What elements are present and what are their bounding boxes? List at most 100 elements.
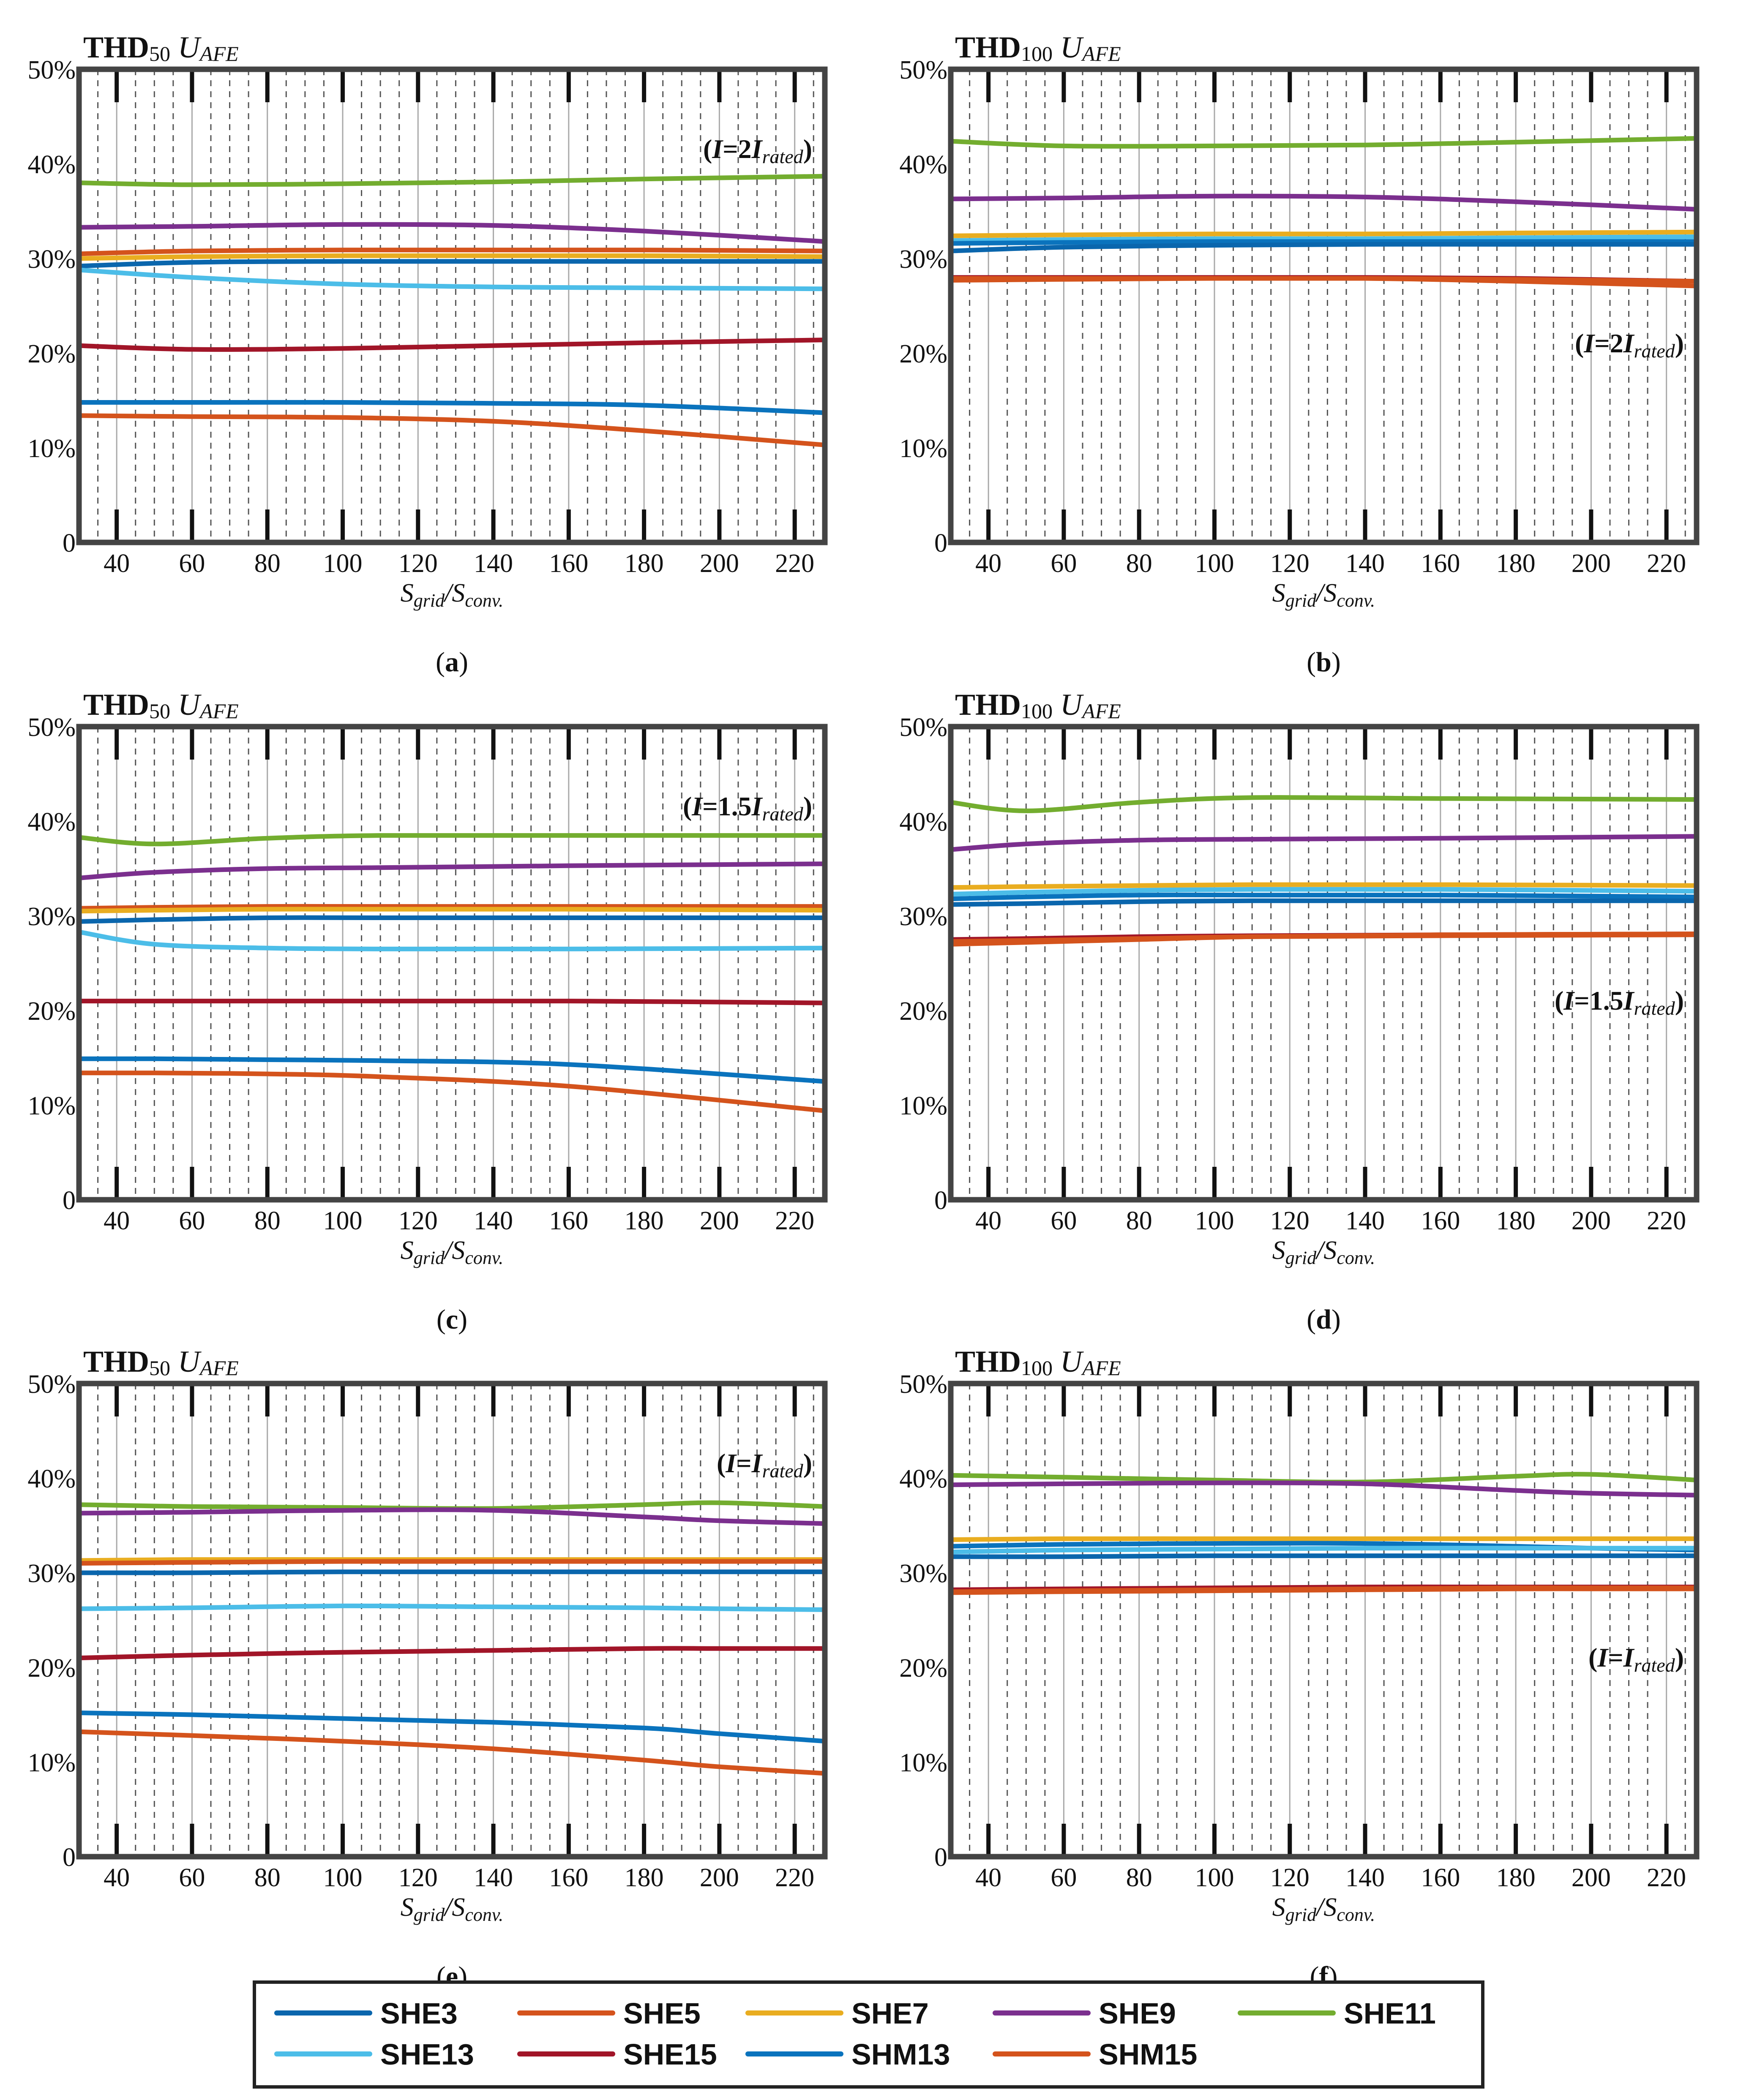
series-line-shm15: [948, 1586, 1699, 1595]
x-tick-label: 60: [1050, 1863, 1077, 1892]
series-line-she15: [76, 998, 827, 1005]
current-annotation: (I=2Irated): [703, 134, 812, 167]
legend-label: SHE15: [623, 2038, 717, 2071]
series-line-she9: [76, 222, 827, 244]
current-annotation: (I=1.5Irated): [683, 791, 812, 825]
panel-c: 0 10% 20% 30% 40% 50% 40 60 80 100 120 140 160 180 200…: [27, 688, 828, 1335]
x-tick-label: 220: [1647, 549, 1686, 578]
x-tick-label: 220: [1647, 1863, 1686, 1892]
series-line-shm15: [76, 1559, 827, 1566]
legend-item-she5: SHE5: [517, 1997, 701, 2030]
series-line-she9: [948, 834, 1699, 852]
series-group: [948, 136, 1699, 289]
series-line-she15: [76, 338, 827, 352]
legend-item-she15: SHE15: [517, 2038, 717, 2071]
x-tick-label: 40: [975, 1863, 1001, 1892]
y-tick-label: 0: [934, 1186, 947, 1215]
series-group: [948, 1472, 1699, 1595]
series-line-shm15: [948, 276, 1699, 284]
panel-title: THD50 UAFE: [83, 30, 239, 65]
series-line-she13: [948, 887, 1699, 896]
x-axis-label: Sgrid/Sconv.: [401, 579, 503, 611]
series-line-she3: [76, 915, 827, 924]
y-tick-label: 20%: [899, 997, 947, 1026]
panel-b: 0 10% 20% 30% 40% 50% 40 60 80 100 120 140 160 180 200…: [899, 30, 1700, 678]
legend-label: SHE3: [380, 1997, 458, 2030]
x-axis-label: Sgrid/Sconv.: [1272, 1893, 1375, 1925]
legend-label: SHE11: [1344, 1997, 1436, 2030]
series-line-she3: [948, 242, 1699, 253]
y-tick-label: 40%: [27, 1465, 76, 1493]
y-tick-label: 50%: [27, 56, 76, 84]
x-tick-label: 160: [1421, 549, 1460, 578]
legend-item-she3: SHE3: [274, 1997, 458, 2030]
series-line-shm15: [76, 248, 827, 256]
series-line-she5: [76, 1729, 827, 1776]
x-tick-label: 140: [1345, 1207, 1385, 1235]
panel-title: THD50 UAFE: [83, 688, 239, 723]
x-tick-label: 120: [398, 1207, 438, 1235]
legend-item-she11: SHE11: [1238, 1997, 1436, 2030]
x-tick-label: 180: [625, 549, 664, 578]
series-line-she3: [948, 1553, 1699, 1559]
x-tick-label: 160: [549, 549, 588, 578]
x-tick-label: 160: [549, 1863, 588, 1892]
y-tick-label: 20%: [27, 1654, 76, 1683]
panel-caption: (d): [1307, 1304, 1341, 1335]
x-tick-label: 180: [625, 1863, 664, 1892]
y-tick-label: 10%: [899, 1749, 947, 1777]
x-tick-label: 220: [1647, 1207, 1686, 1235]
panel-d: 0 10% 20% 30% 40% 50% 40 60 80 100 120 140 160 180 200…: [899, 688, 1700, 1335]
x-tick-label: 120: [398, 1863, 438, 1892]
x-tick-label: 40: [104, 549, 130, 578]
series-line-she11: [76, 833, 827, 847]
x-tick-label: 100: [323, 1863, 362, 1892]
series-group: [76, 174, 827, 447]
series-group: [76, 1500, 827, 1776]
x-tick-label: 120: [1270, 1207, 1310, 1235]
legend-label: SHE9: [1099, 1997, 1176, 2030]
x-tick-label: 60: [179, 1207, 205, 1235]
x-tick-label: 100: [1195, 1863, 1234, 1892]
y-tick-label: 0: [63, 529, 76, 558]
y-tick-label: 30%: [27, 245, 76, 274]
x-tick-label: 80: [254, 549, 281, 578]
series-line-she11: [948, 136, 1699, 149]
x-axis-label: Sgrid/Sconv.: [401, 1893, 503, 1925]
x-tick-label: 60: [1050, 1207, 1077, 1235]
plot-frame: [76, 724, 828, 1203]
series-line-she13: [76, 929, 827, 952]
y-tick-label: 50%: [27, 713, 76, 742]
series-line-she7: [948, 882, 1699, 890]
series-line-shm13: [76, 400, 827, 415]
legend-label: SHE7: [851, 1997, 929, 2030]
legend-label: SHE13: [380, 2038, 474, 2071]
plot-frame: [948, 1381, 1700, 1860]
y-tick-label: 10%: [899, 1092, 947, 1120]
y-tick-label: 50%: [899, 56, 947, 84]
series-line-she5: [76, 1070, 827, 1113]
series-line-she5: [76, 413, 827, 447]
plot-area: [951, 1384, 1697, 1857]
panel-caption: (b): [1307, 647, 1341, 678]
legend: SHE3 SHE5 SHE7 SHE9 SHE11 SHE13 SHE15 SHM13 SHM1…: [253, 1980, 1484, 2089]
y-tick-label: 40%: [899, 150, 947, 179]
y-tick-label: 40%: [27, 150, 76, 179]
y-tick-label: 30%: [27, 1559, 76, 1588]
y-tick-label: 20%: [27, 997, 76, 1026]
legend-label: SHM15: [1099, 2038, 1197, 2071]
x-tick-label: 160: [1421, 1863, 1460, 1892]
x-tick-label: 200: [1572, 1207, 1611, 1235]
panel-e: 0 10% 20% 30% 40% 50% 40 60 80 100 120 140 160 180 200…: [27, 1345, 828, 1992]
y-tick-label: 50%: [27, 1370, 76, 1399]
x-tick-label: 140: [474, 1863, 513, 1892]
y-tick-label: 40%: [899, 1465, 947, 1493]
x-tick-label: 180: [1496, 549, 1536, 578]
y-tick-label: 20%: [899, 1654, 947, 1683]
x-tick-label: 40: [975, 549, 1001, 578]
y-tick-label: 0: [934, 1843, 947, 1872]
series-group: [948, 795, 1699, 947]
x-tick-label: 140: [1345, 549, 1385, 578]
x-tick-label: 200: [700, 1207, 739, 1235]
x-tick-label: 60: [179, 1863, 205, 1892]
